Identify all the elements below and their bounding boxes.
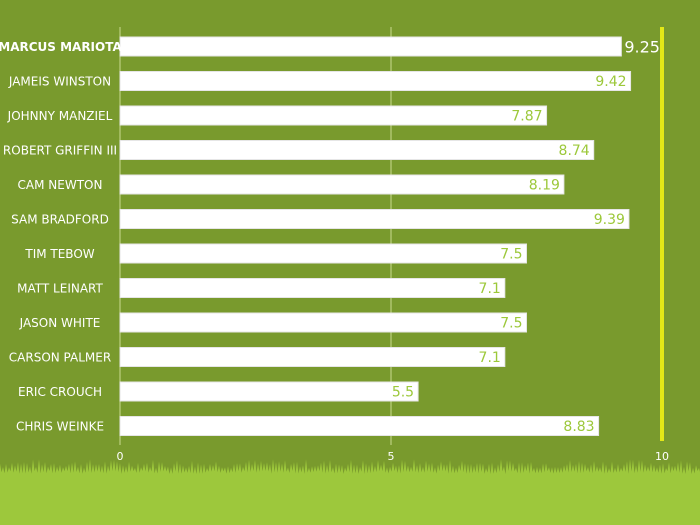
category-label: JAMEIS WINSTON [8, 75, 111, 89]
bar [119, 174, 565, 195]
value-label: 8.74 [559, 143, 590, 159]
bar [119, 71, 632, 91]
value-label: 8.83 [563, 419, 594, 435]
bar [119, 381, 419, 402]
bar [119, 36, 622, 57]
gridlines [119, 27, 392, 445]
value-label: 7.1 [479, 350, 501, 366]
category-label: CAM NEWTON [18, 178, 103, 192]
bar [119, 278, 506, 298]
category-label: CHRIS WEINKE [16, 420, 104, 434]
category-label: ERIC CROUCH [18, 385, 102, 399]
grass-ground [0, 459, 700, 525]
bars [119, 36, 632, 436]
value-label: 9.25 [624, 38, 660, 57]
bar [119, 416, 600, 436]
category-label: JOHNNY MANZIEL [7, 109, 113, 123]
bar [119, 140, 595, 160]
grass-shape [0, 459, 700, 525]
category-label: SAM BRADFORD [11, 213, 109, 227]
value-labels: 9.25 9.42 7.87 8.74 8.19 9.39 7.5 7.1 7.5 7.1 5.5 8… [392, 38, 660, 436]
category-label: ROBERT GRIFFIN III [3, 144, 117, 158]
x-tick-label: 0 [117, 450, 124, 463]
bar [119, 243, 527, 264]
bar [119, 105, 548, 126]
bar [119, 209, 630, 229]
category-label: JASON WHITE [19, 316, 101, 330]
value-label: 9.39 [594, 212, 625, 228]
bar [119, 312, 527, 333]
value-label: 7.5 [500, 316, 522, 332]
category-label: MARCUS MARIOTA [0, 40, 122, 54]
value-label: 8.19 [529, 178, 560, 194]
value-label: 7.1 [479, 281, 501, 297]
value-label: 5.5 [392, 385, 414, 401]
category-labels: MARCUS MARIOTA JAMEIS WINSTON JOHNNY MANZI… [0, 40, 122, 434]
x-tick-label: 10 [655, 450, 669, 463]
category-label: CARSON PALMER [9, 351, 111, 365]
x-axis-ticks: 0 5 10 [117, 450, 670, 463]
x-tick-label: 5 [388, 450, 395, 463]
value-label: 9.42 [595, 74, 626, 90]
category-label: MATT LEINART [17, 282, 103, 296]
bar [119, 347, 506, 367]
value-label: 7.5 [500, 247, 522, 263]
category-label: TIM TEBOW [24, 247, 94, 261]
value-label: 7.87 [511, 109, 542, 125]
